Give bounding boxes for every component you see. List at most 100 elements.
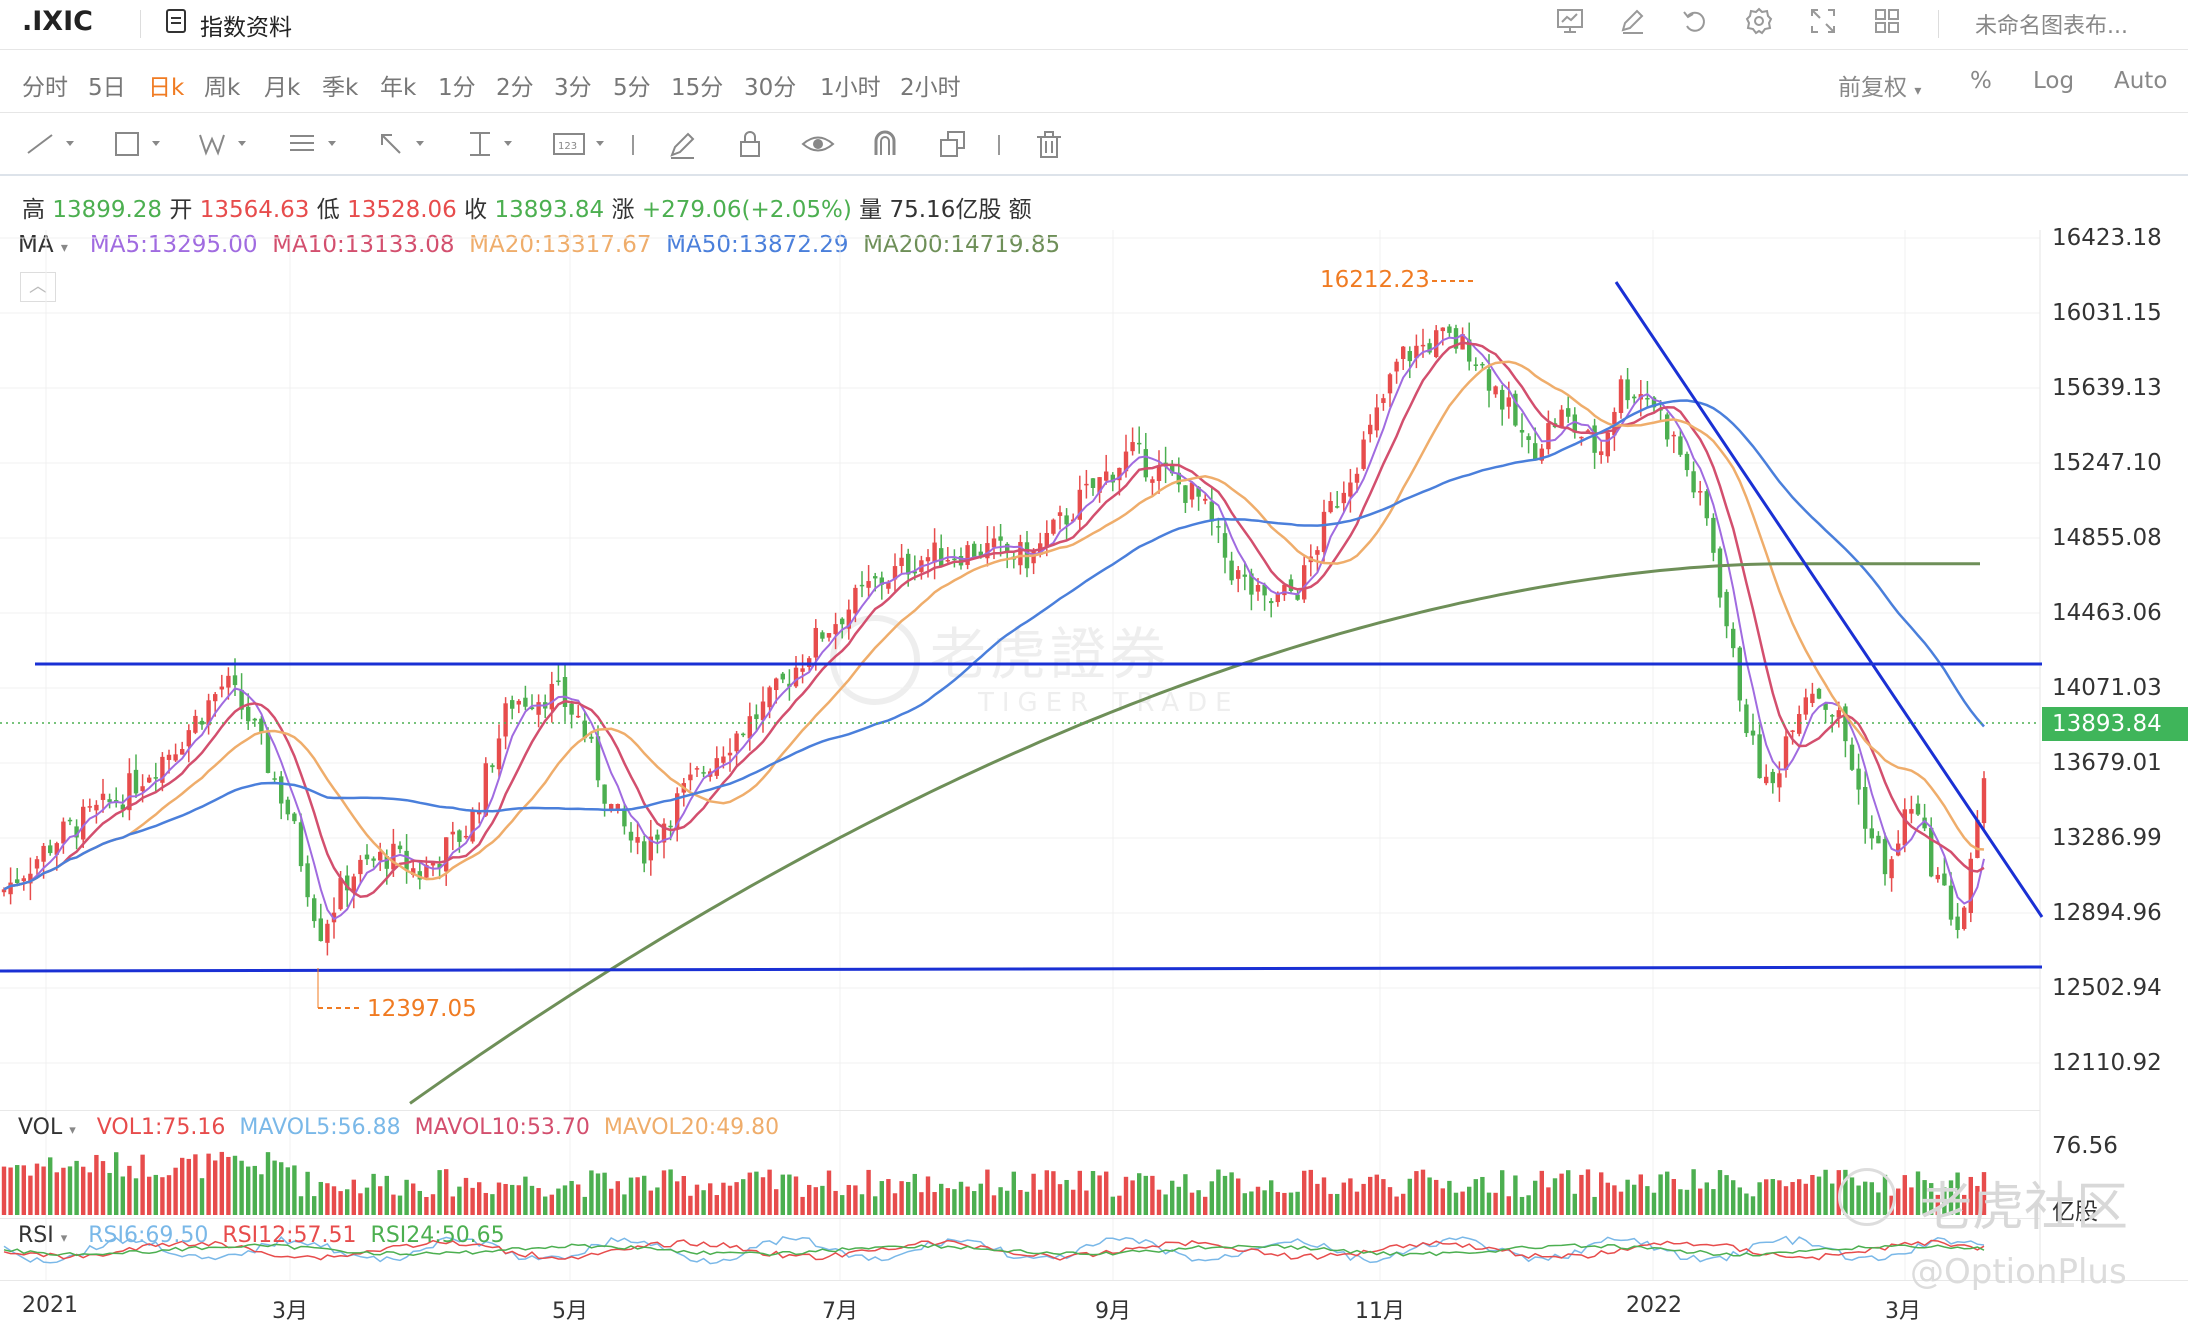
volume-bar bbox=[490, 1194, 495, 1215]
candle-body bbox=[1882, 839, 1888, 875]
candle-body bbox=[1500, 389, 1505, 410]
candle-body bbox=[826, 633, 832, 638]
x-axis-label: 3月 bbox=[1885, 1299, 1921, 1324]
period-tab[interactable]: 2分 bbox=[496, 75, 534, 101]
adjust-dropdown[interactable]: 前复权 ▾ bbox=[1838, 75, 1922, 101]
vol-indicator-label[interactable]: VOL ▾ bbox=[18, 1115, 76, 1140]
candle-body bbox=[232, 675, 238, 686]
toolbar-divider bbox=[998, 135, 1000, 155]
magnet-icon[interactable] bbox=[868, 127, 902, 161]
candle-body bbox=[193, 715, 198, 733]
period-tab[interactable]: 季k bbox=[322, 75, 359, 101]
period-tab[interactable]: 月k bbox=[264, 75, 301, 101]
period-tab[interactable]: 2小时 bbox=[900, 75, 961, 101]
candle-body bbox=[1539, 448, 1544, 461]
rectangle-tool-icon[interactable] bbox=[110, 127, 170, 161]
volume-bar bbox=[1698, 1188, 1703, 1215]
candle-body bbox=[945, 560, 950, 562]
volume-value: 75.16亿股 bbox=[889, 197, 1002, 223]
volume-bar bbox=[741, 1179, 746, 1215]
volume-bar bbox=[1038, 1189, 1043, 1215]
volume-bar bbox=[1625, 1179, 1630, 1215]
volume-label: 量 bbox=[859, 197, 883, 223]
pencil-icon[interactable] bbox=[1615, 6, 1649, 40]
chart-layout-name[interactable]: 未命名图表布... bbox=[1975, 14, 2128, 39]
volume-bar bbox=[1500, 1170, 1505, 1215]
index-info-link[interactable]: 指数资料 bbox=[200, 15, 292, 41]
volume-bar bbox=[1823, 1169, 1828, 1215]
candle-body bbox=[1414, 345, 1419, 359]
volume-bar bbox=[1084, 1190, 1089, 1215]
candle-body bbox=[1981, 778, 1987, 824]
volume-bar bbox=[94, 1154, 99, 1215]
volume-bar bbox=[688, 1195, 693, 1215]
period-tab[interactable]: 30分 bbox=[744, 75, 797, 101]
volume-bar bbox=[470, 1187, 475, 1215]
candle-body bbox=[1394, 361, 1399, 372]
log-toggle[interactable]: Log bbox=[2033, 68, 2075, 94]
gear-icon[interactable] bbox=[1742, 6, 1776, 40]
candle-body bbox=[477, 810, 482, 815]
period-tab[interactable]: 5日 bbox=[88, 75, 126, 101]
line-tool-icon[interactable] bbox=[24, 127, 84, 161]
lock-icon[interactable] bbox=[733, 127, 767, 161]
collapse-legend-button[interactable]: ︿ bbox=[20, 272, 56, 302]
auto-toggle[interactable]: Auto bbox=[2114, 68, 2168, 94]
volume-bar bbox=[886, 1179, 891, 1215]
volume-bar bbox=[873, 1196, 878, 1215]
volume-axis-unit: 亿股 bbox=[2052, 1199, 2098, 1225]
period-tab-active[interactable]: 日k bbox=[148, 75, 185, 101]
volume-bar bbox=[635, 1177, 640, 1215]
period-tab[interactable]: 分时 bbox=[22, 75, 68, 101]
chart-icon[interactable] bbox=[1553, 6, 1587, 40]
percent-toggle[interactable]: % bbox=[1970, 68, 1992, 94]
fib-tool-icon[interactable] bbox=[284, 127, 344, 161]
high-value: 13899.28 bbox=[52, 197, 163, 223]
rsi-indicator-label[interactable]: RSI ▾ bbox=[18, 1223, 68, 1248]
ma-indicator-label[interactable]: MA ▾ bbox=[18, 232, 68, 258]
fullscreen-icon[interactable] bbox=[1806, 6, 1840, 40]
arrow-tool-icon[interactable] bbox=[374, 127, 434, 161]
undo-icon[interactable] bbox=[1678, 6, 1712, 40]
candle-body bbox=[1328, 501, 1333, 513]
period-tab[interactable]: 3分 bbox=[554, 75, 592, 101]
document-icon[interactable] bbox=[166, 9, 186, 33]
candle-body bbox=[1830, 715, 1835, 717]
layout-grid-icon[interactable] bbox=[1870, 6, 1904, 40]
eye-icon[interactable] bbox=[800, 127, 836, 161]
copy-icon[interactable] bbox=[936, 127, 970, 161]
candle-body bbox=[133, 769, 139, 794]
ticker-symbol[interactable]: .IXIC bbox=[22, 6, 93, 37]
candle-body bbox=[965, 545, 970, 565]
panel-divider bbox=[0, 1110, 2040, 1111]
text-tool-icon[interactable]: 123 bbox=[550, 127, 616, 161]
volume-bar bbox=[1348, 1178, 1353, 1215]
candle-body bbox=[371, 858, 376, 861]
candle-body bbox=[516, 700, 521, 705]
brush-icon[interactable] bbox=[666, 127, 700, 161]
period-tab[interactable]: 周k bbox=[204, 75, 241, 101]
candle-body bbox=[939, 548, 944, 567]
candlestick-chart[interactable]: 16212.23 12397.05 bbox=[0, 230, 2188, 1328]
x-axis-label: 7月 bbox=[822, 1299, 858, 1324]
close-value: 13893.84 bbox=[494, 197, 605, 223]
wave-tool-icon[interactable] bbox=[196, 127, 256, 161]
period-tab[interactable]: 15分 bbox=[671, 75, 724, 101]
volume-bar bbox=[1071, 1189, 1076, 1215]
period-tab[interactable]: 5分 bbox=[613, 75, 651, 101]
volume-bar bbox=[787, 1174, 792, 1215]
candle-body bbox=[1922, 817, 1927, 829]
period-tab[interactable]: 1小时 bbox=[820, 75, 881, 101]
measure-tool-icon[interactable] bbox=[462, 127, 522, 161]
amount-label: 额 bbox=[1008, 197, 1032, 223]
candle-body bbox=[523, 697, 528, 707]
trash-icon[interactable] bbox=[1032, 127, 1066, 161]
volume-bar bbox=[1935, 1194, 1940, 1215]
candle-body bbox=[622, 808, 627, 827]
candle-body bbox=[1942, 873, 1947, 886]
volume-bar bbox=[226, 1156, 231, 1215]
volume-bar bbox=[615, 1181, 620, 1215]
period-tab[interactable]: 年k bbox=[380, 75, 417, 101]
volume-bar bbox=[199, 1178, 205, 1215]
period-tab[interactable]: 1分 bbox=[438, 75, 476, 101]
